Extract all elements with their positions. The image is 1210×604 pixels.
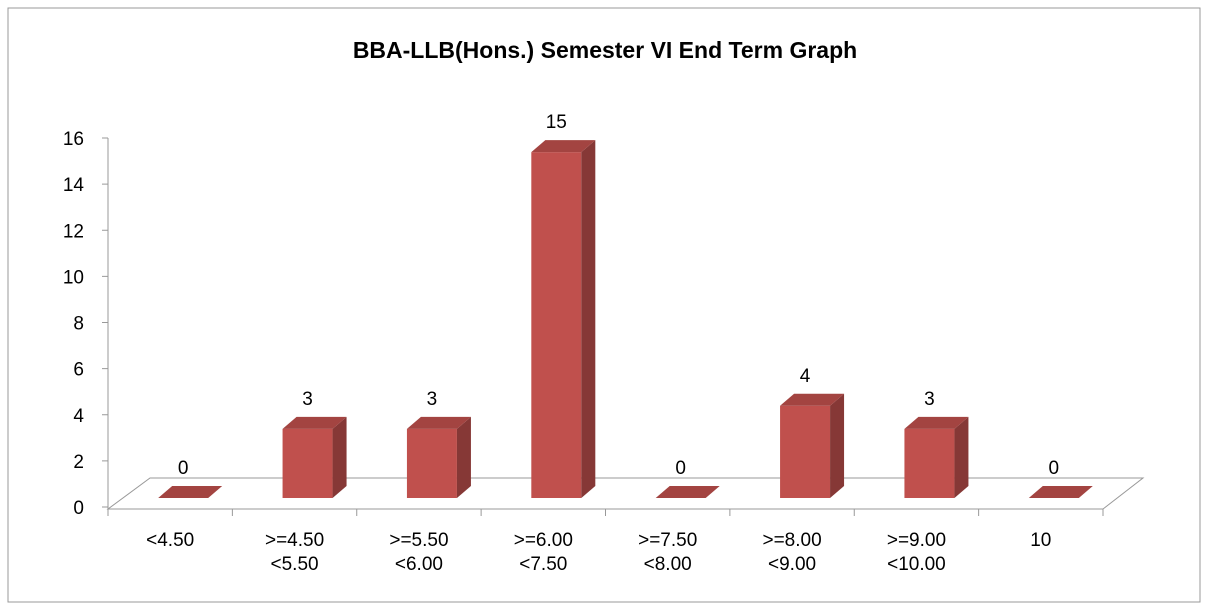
bar [655,486,720,498]
bar-face [531,140,596,153]
floor [106,477,1145,510]
bar [780,393,845,498]
x-tick-label: >=9.00 <10.00 [887,530,946,575]
bar [531,140,596,498]
data-label: 0 [1049,458,1060,479]
chart-title: BBA-LLB(Hons.) Semester VI End Term Grap… [353,37,857,63]
data-label: 3 [924,389,935,410]
data-label: 4 [800,366,811,387]
y-tick-label: 6 [73,360,84,381]
x-tick-label: >=8.00 <9.00 [762,530,821,575]
x-tick-label: >=5.50 <6.00 [389,530,448,575]
y-tick-label: 10 [63,267,84,288]
y-tick-label: 12 [63,221,84,242]
x-tick-label: >=7.50 <8.00 [638,530,697,575]
bar-face [282,428,333,498]
bar-face [581,140,596,498]
data-label: 3 [302,389,313,410]
bar-face [655,486,720,498]
bar [158,486,223,498]
bar [904,416,969,498]
bar [1028,486,1093,498]
data-label: 15 [546,112,567,133]
y-tick-label: 4 [73,406,84,427]
data-label: 0 [675,458,686,479]
bar [282,416,347,498]
y-tick-label: 14 [63,175,85,196]
chart-border [7,7,1201,603]
bar [406,416,471,498]
bar-face [531,152,582,498]
bar-face [406,416,471,429]
bar-face [954,416,969,498]
y-tick-label: 8 [73,314,84,335]
y-tick-label: 16 [63,129,84,150]
x-tick-label: 10 [1030,530,1051,551]
bar-face [158,486,223,498]
x-tick-label: >=4.50 <5.50 [265,530,324,575]
bar-face [830,393,845,498]
data-label: 0 [178,458,189,479]
x-tick-label: >=6.00 <7.50 [514,530,573,575]
bar-face [406,428,457,498]
bar-face [904,416,969,429]
data-label: 3 [427,389,438,410]
x-tick-label: <4.50 [146,530,194,551]
bar-face [780,393,845,406]
bar-face [282,416,347,429]
bar-face [780,405,831,498]
bar-face [904,428,955,498]
bar-face [456,416,471,498]
y-tick-label: 2 [73,452,84,473]
y-tick-label: 0 [73,498,84,519]
bar-face [1028,486,1093,498]
bar-face [332,416,347,498]
